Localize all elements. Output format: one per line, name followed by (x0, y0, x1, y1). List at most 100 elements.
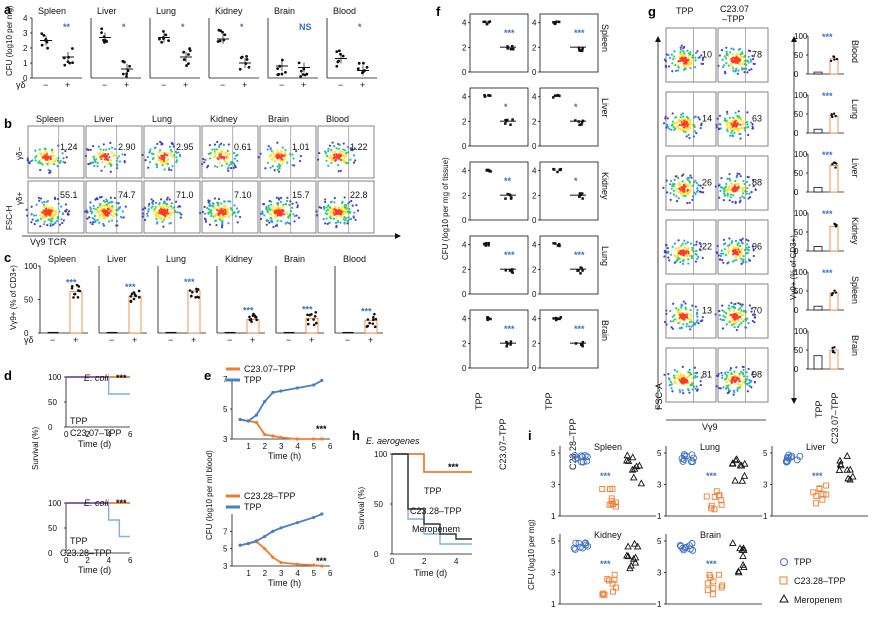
flow-event (732, 389, 735, 392)
flow-event (751, 245, 754, 248)
flow-event (333, 153, 336, 156)
panel-c-point (129, 295, 133, 298)
flow-event (740, 304, 744, 307)
panel-g-bar-ytick: 0 (794, 365, 799, 374)
flow-event (677, 239, 680, 242)
flow-event (689, 242, 692, 245)
panel-f-point (574, 119, 577, 122)
flow-event (216, 140, 219, 144)
flow-event (723, 248, 726, 251)
panel-a-point (341, 54, 345, 58)
panel-g-value-c: 96 (752, 242, 762, 252)
panel-a-point (356, 67, 360, 71)
panel-c-point (191, 291, 194, 294)
panel-g-bar-ytick: 50 (794, 287, 803, 296)
flow-event (333, 145, 336, 148)
panel-a-point (167, 39, 170, 43)
flow-event (43, 212, 46, 215)
flow-event (105, 156, 108, 160)
flow-event (275, 154, 278, 157)
flow-event (43, 223, 46, 226)
flow-event (684, 242, 687, 245)
flow-event (739, 175, 742, 178)
panel-i-point-mero (835, 466, 844, 473)
flow-event (268, 208, 271, 211)
panel-g-bar-ytick: 100 (794, 268, 808, 277)
legend-square-icon (779, 576, 788, 585)
panel-g-bar-point (835, 57, 839, 61)
panel-a-stat: * (181, 22, 185, 32)
flow-event (279, 212, 283, 216)
panel-a-stat: ** (63, 22, 71, 32)
flow-event (680, 191, 683, 194)
flow-event (672, 320, 675, 323)
panel-i-ytick: 3 (657, 481, 662, 490)
flow-event (343, 196, 346, 199)
panel-f-ytick: 2 (462, 191, 467, 200)
flow-event (681, 174, 684, 177)
panel-a-point (217, 28, 221, 32)
flow-event (688, 120, 692, 123)
panel-i-point-c (709, 591, 716, 598)
panel-i-point-mero (843, 451, 851, 459)
flow-event (678, 246, 681, 249)
panel-e-xtick: 2 (263, 442, 268, 451)
flow-event (281, 158, 284, 161)
flow-event (217, 197, 221, 201)
panel-a-point (299, 75, 303, 78)
flow-event (297, 216, 301, 219)
flow-event (745, 190, 748, 193)
flow-event (124, 205, 127, 208)
panel-a-sign: + (360, 80, 365, 90)
panel-f-ytick: 0 (462, 216, 467, 225)
panel-a-point (100, 31, 103, 34)
flow-event (735, 127, 738, 130)
panel-a-point (128, 64, 131, 68)
flow-event (175, 160, 178, 164)
panel-d-bottom-legend-tpp: TPP (70, 536, 88, 546)
panel-i-stat: *** (812, 471, 823, 481)
flow-event (746, 59, 749, 62)
flow-event (680, 327, 683, 330)
panel-f-point (484, 20, 487, 24)
flow-event (92, 221, 95, 224)
flow-event (102, 199, 105, 203)
panel-b-organ: Spleen (36, 114, 64, 124)
flow-event (45, 150, 48, 154)
flow-event (48, 210, 52, 213)
flow-event (217, 145, 221, 149)
flow-event (732, 393, 735, 396)
flow-event (277, 170, 281, 173)
flow-event (163, 211, 166, 214)
flow-event (748, 68, 751, 72)
flow-event (679, 46, 682, 49)
panel-g-bar-point (832, 55, 836, 59)
panel-g-bar-xlabel: C23.07–TPP (830, 392, 840, 444)
flow-event (261, 210, 264, 213)
flow-event (734, 187, 738, 190)
panel-c-label: c (4, 250, 11, 265)
flow-event (350, 218, 353, 221)
flow-event (695, 249, 698, 252)
panel-d-xtick: 0 (64, 430, 69, 439)
flow-event (265, 207, 268, 210)
panel-d-top-legend-tpp: TPP (70, 416, 88, 426)
flow-event (208, 210, 211, 214)
panel-f-stat: * (574, 102, 578, 112)
flow-event (734, 183, 737, 186)
flow-event (349, 158, 352, 161)
panel-f-point (511, 118, 514, 121)
flow-event (691, 388, 694, 391)
flow-event (668, 259, 671, 262)
flow-event (745, 180, 749, 184)
panel-i-point-mero (622, 456, 631, 464)
panel-e-xtick: 6 (328, 442, 333, 451)
flow-event (99, 209, 102, 212)
flow-event (171, 141, 174, 145)
flow-event (728, 237, 731, 240)
flow-event (110, 151, 114, 154)
flow-event (317, 158, 320, 161)
flow-event (689, 51, 692, 54)
panel-f-box (539, 87, 599, 147)
flow-event (741, 190, 744, 194)
